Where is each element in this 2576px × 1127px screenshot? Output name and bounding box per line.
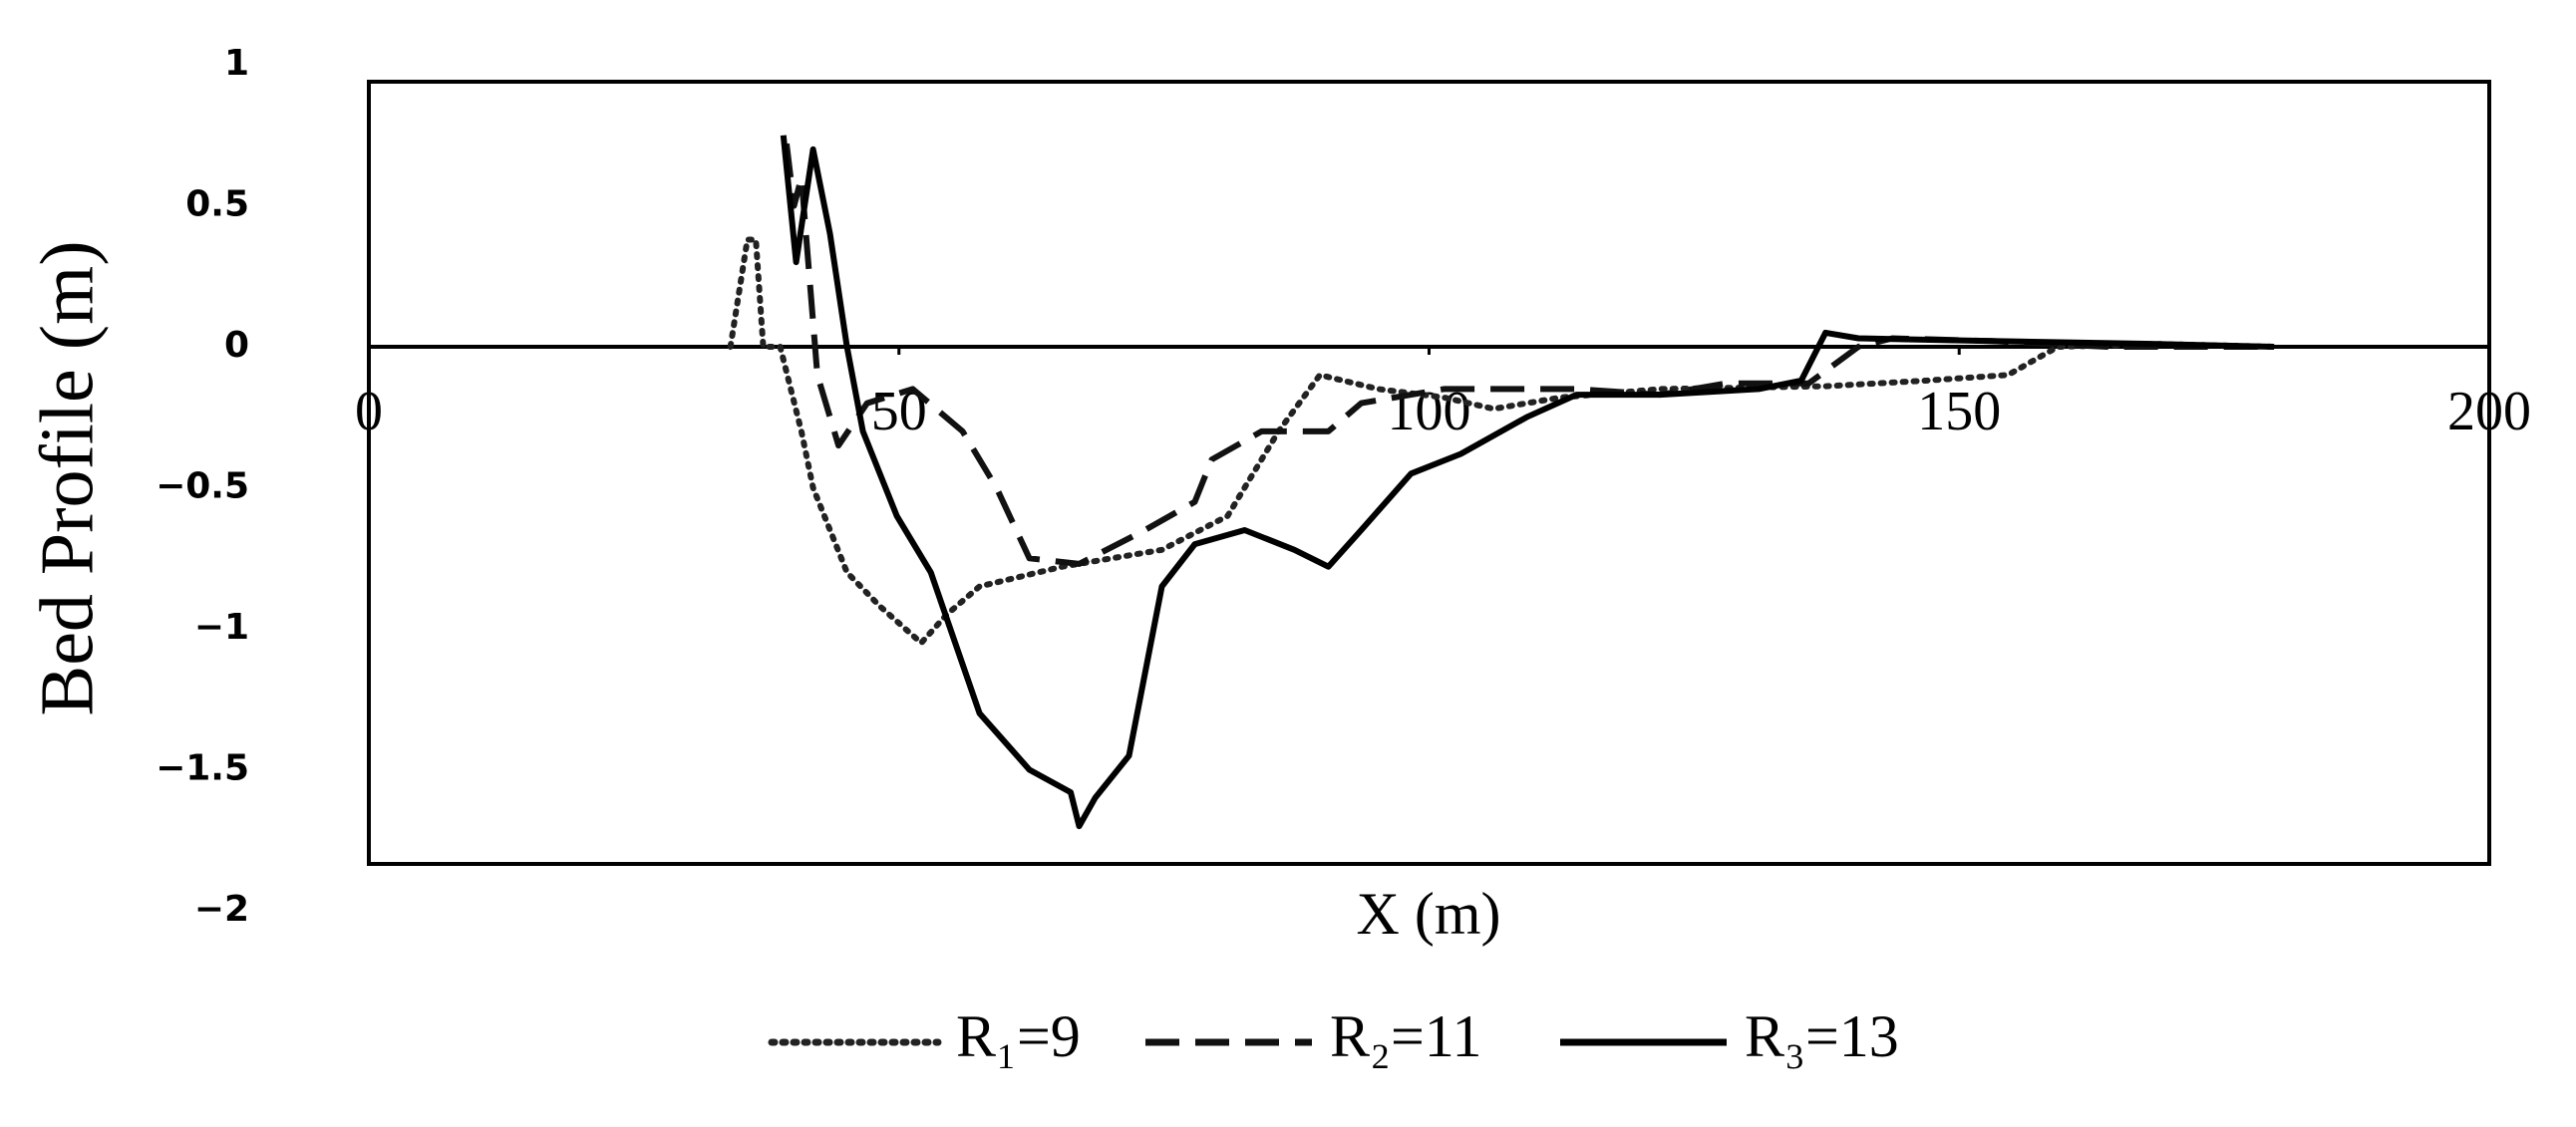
y-axis-title: Bed Profile (m) [25,240,109,715]
data-line [780,135,2275,830]
y-tick-label: −2 [194,889,249,930]
y-tick-label: −1 [194,607,249,648]
y-tick-label: 0.5 [185,184,249,225]
plot-frame [367,80,2491,866]
y-tick-label: 1 [224,43,249,84]
y-tick-label: 0 [224,325,249,366]
legend-label: R₁=9 [956,1003,1081,1069]
legend-label: R₃=13 [1745,1003,1899,1069]
x-axis-title: X (m) [1357,881,1501,947]
data-line [784,142,2275,567]
x-tick-label: 200 [2447,381,2531,442]
x-tick-label: 0 [355,381,383,442]
data-line [727,236,2278,647]
x-tick-label: 50 [871,381,927,442]
y-tick-label: −1.5 [156,748,249,789]
x-tick-label: 150 [1917,381,2001,442]
y-tick-label: −0.5 [156,466,249,507]
legend-label: R₂=11 [1330,1003,1482,1069]
